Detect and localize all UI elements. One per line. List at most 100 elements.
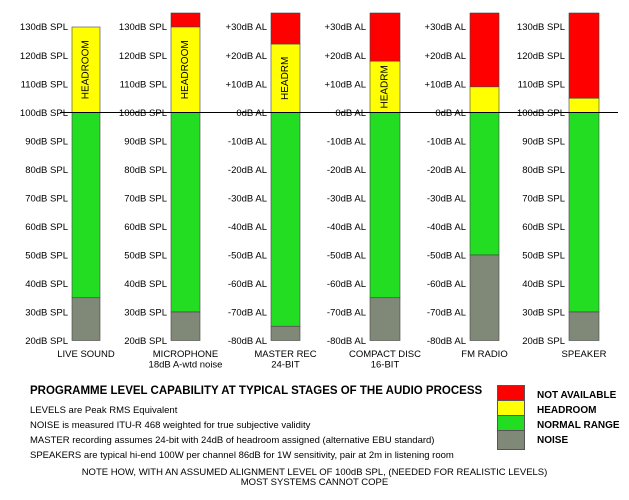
column-caption-col3-line1: MASTER REC — [254, 349, 316, 360]
tick-label-col3-5: -10dB AL — [228, 137, 267, 148]
tick-label-col5-6: -20dB AL — [427, 165, 466, 176]
tick-label-col1-7: 70dB SPL — [25, 194, 68, 205]
bar-segment-headroom-col3 — [270, 43, 301, 113]
bar-segment-headroom-col2 — [170, 26, 201, 113]
tick-label-col5-11: -70dB AL — [427, 308, 466, 319]
column-caption-col4-line1: COMPACT DISC — [349, 349, 421, 360]
tick-label-col5-4: 0dB AL — [435, 108, 466, 119]
bar-segment-noise-col6 — [568, 311, 600, 341]
tick-label-col4-6: -20dB AL — [327, 165, 366, 176]
tick-label-col6-6: 80dB SPL — [522, 165, 565, 176]
tick-label-col6-12: 20dB SPL — [522, 336, 565, 347]
footer-line-2: MOST SYSTEMS CANNOT COPE — [240, 477, 389, 488]
tick-label-col4-10: -60dB AL — [327, 279, 366, 290]
tick-label-col4-1: +30dB AL — [325, 22, 366, 33]
bar-segment-not-available-col3 — [270, 12, 301, 45]
bar-segment-noise-col2 — [170, 311, 201, 341]
tick-label-col4-2: +20dB AL — [325, 51, 366, 62]
tick-label-col2-5: 90dB SPL — [124, 137, 167, 148]
column-caption-col2-line2: 18dB A-wtd noise — [149, 360, 223, 371]
tick-label-col2-7: 70dB SPL — [124, 194, 167, 205]
tick-label-col2-6: 80dB SPL — [124, 165, 167, 176]
tick-label-col1-1: 130dB SPL — [20, 22, 68, 33]
tick-label-col3-8: -40dB AL — [228, 222, 267, 233]
tick-label-col3-12: -80dB AL — [228, 336, 267, 347]
tick-label-col5-7: -30dB AL — [427, 194, 466, 205]
tick-label-col6-9: 50dB SPL — [522, 251, 565, 262]
level-capability-diagram: HEADROOM 130dB SPL 120dB SPL 110dB SPL 100dB… — [20, 12, 618, 371]
tick-label-col3-1: +30dB AL — [226, 22, 267, 33]
column-caption-col6-line1: SPEAKER — [562, 349, 607, 360]
bar-segment-headroom-col1 — [71, 26, 101, 113]
column-caption-col1-line1: LIVE SOUND — [57, 349, 115, 360]
tick-label-col5-9: -50dB AL — [427, 251, 466, 262]
tick-label-col5-12: -80dB AL — [427, 336, 466, 347]
tick-label-col4-7: -30dB AL — [327, 194, 366, 205]
tick-label-col4-8: -40dB AL — [327, 222, 366, 233]
tick-label-col1-8: 60dB SPL — [25, 222, 68, 233]
bar-segment-headroom-col6 — [568, 97, 600, 113]
bar-segment-normal-range-col4 — [369, 112, 401, 299]
tick-label-col5-3: +10dB AL — [425, 80, 466, 91]
bar-segment-noise-col4 — [369, 297, 401, 341]
bar-segment-not-available-col2 — [170, 12, 201, 28]
bar-segment-noise-col5 — [469, 254, 500, 341]
tick-label-col4-11: -70dB AL — [327, 308, 366, 319]
tick-label-col1-2: 120dB SPL — [20, 51, 68, 62]
bar-segment-noise-col1 — [71, 297, 101, 341]
tick-label-col6-3: 110dB SPL — [518, 80, 565, 91]
tick-label-col1-3: 110dB SPL — [21, 80, 68, 91]
note-levels: LEVELS are Peak RMS Equivalent — [30, 405, 178, 416]
tick-label-col1-6: 80dB SPL — [25, 165, 68, 176]
tick-label-col3-4: 0dB AL — [236, 108, 267, 119]
bar-segment-normal-range-col3 — [270, 112, 301, 327]
bar-segment-normal-range-col5 — [469, 112, 500, 256]
tick-label-col1-10: 40dB SPL — [25, 279, 68, 290]
column-caption-col2-line1: MICROPHONE — [153, 349, 218, 360]
tick-label-col6-1: 130dB SPL — [517, 22, 565, 33]
bar-segment-not-available-col5 — [469, 12, 500, 88]
tick-label-col6-10: 40dB SPL — [522, 279, 565, 290]
tick-label-col6-7: 70dB SPL — [522, 194, 565, 205]
tick-label-col1-11: 30dB SPL — [25, 308, 68, 319]
tick-label-col5-5: -10dB AL — [427, 137, 466, 148]
tick-label-col6-2: 120dB SPL — [517, 51, 565, 62]
bar-segment-noise-col3 — [270, 325, 301, 341]
tick-label-col4-12: -80dB AL — [327, 336, 366, 347]
tick-label-col1-4: 100dB SPL — [20, 108, 68, 119]
tick-label-col2-8: 60dB SPL — [124, 222, 167, 233]
legend-swatch-noise — [497, 430, 525, 450]
legend-label-normal-range: NORMAL RANGE — [537, 420, 620, 431]
footer-line-1: NOTE HOW, WITH AN ASSUMED ALIGNMENT LEVE… — [81, 467, 548, 478]
tick-label-col4-3: +10dB AL — [325, 80, 366, 91]
tick-label-col3-9: -50dB AL — [228, 251, 267, 262]
bar-segment-normal-range-col2 — [170, 112, 201, 313]
tick-label-col4-5: -10dB AL — [327, 137, 366, 148]
footer-note: NOTE HOW, WITH AN ASSUMED ALIGNMENT LEVE… — [0, 468, 629, 488]
tick-label-col3-3: +10dB AL — [226, 80, 267, 91]
tick-label-col3-2: +20dB AL — [226, 51, 267, 62]
bar-segment-not-available-col6 — [568, 12, 600, 99]
tick-label-col5-1: +30dB AL — [425, 22, 466, 33]
bar-segment-headroom-col5 — [469, 86, 500, 113]
tick-label-col3-10: -60dB AL — [228, 279, 267, 290]
bar-headroom-label-col2: HEADROOM — [180, 40, 191, 99]
tick-label-col2-12: 20dB SPL — [124, 336, 167, 347]
note-master: MASTER recording assumes 24-bit with 24d… — [30, 435, 435, 446]
note-speakers: SPEAKERS are typical hi-end 100W per cha… — [30, 450, 454, 461]
diagram-title: PROGRAMME LEVEL CAPABILITY AT TYPICAL ST… — [30, 385, 483, 397]
tick-label-col5-2: +20dB AL — [425, 51, 466, 62]
tick-label-col6-4: 100dB SPL — [517, 108, 565, 119]
tick-label-col2-11: 30dB SPL — [124, 308, 167, 319]
tick-label-col5-8: -40dB AL — [427, 222, 466, 233]
tick-label-col3-7: -30dB AL — [228, 194, 267, 205]
bar-segment-normal-range-col1 — [71, 112, 101, 299]
bar-segment-headroom-col4 — [369, 60, 401, 113]
tick-label-col4-4: 0dB AL — [335, 108, 366, 119]
tick-label-col3-6: -20dB AL — [228, 165, 267, 176]
tick-label-col2-3: 110dB SPL — [120, 80, 167, 91]
tick-label-col2-10: 40dB SPL — [124, 279, 167, 290]
tick-label-col6-8: 60dB SPL — [522, 222, 565, 233]
column-caption-col5-line1: FM RADIO — [461, 349, 507, 360]
